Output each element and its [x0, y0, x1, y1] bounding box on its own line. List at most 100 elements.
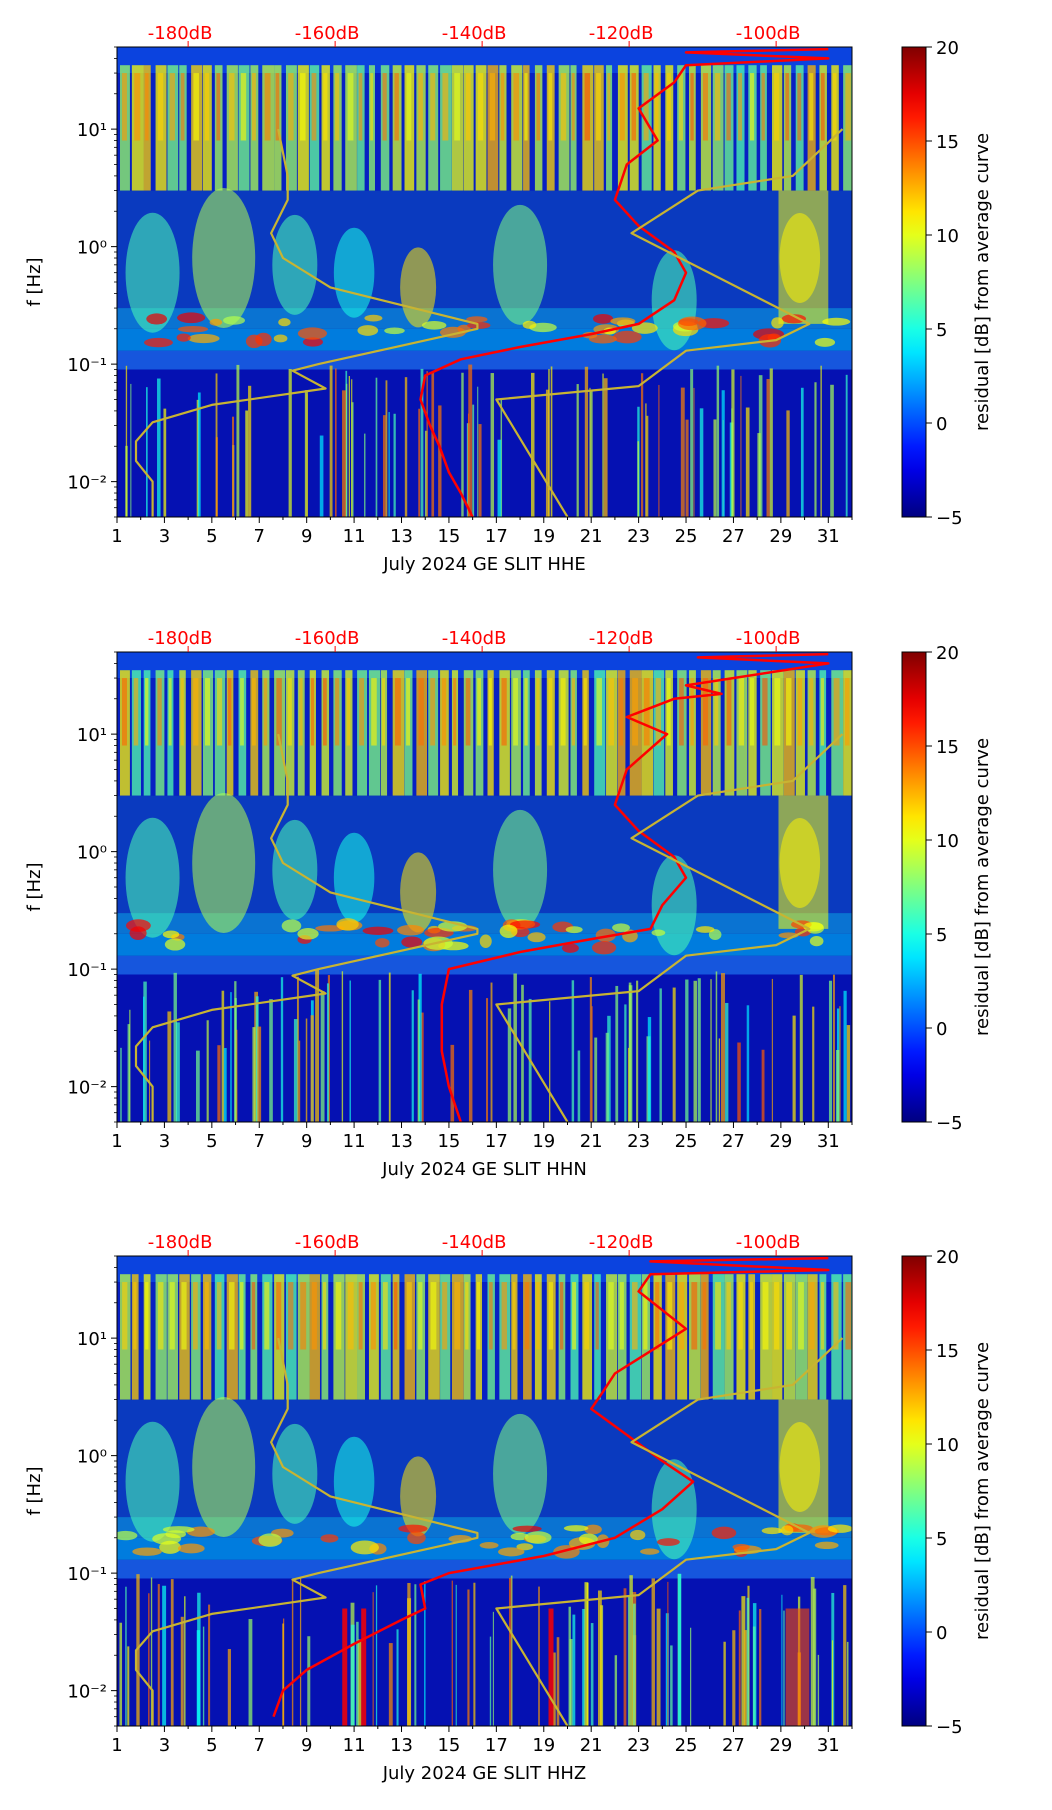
x-tick-label: 5 [206, 1735, 217, 1756]
x-tick-label: 31 [817, 1735, 840, 1756]
x-tick-label: 31 [817, 526, 840, 547]
x-tick-label: 13 [390, 1735, 413, 1756]
top-db-label: -120dB [589, 1232, 654, 1253]
colorbar-tick-label: 10 [936, 226, 959, 247]
top-db-label: -100dB [736, 23, 801, 44]
x-tick-label: 7 [254, 526, 265, 547]
noise-model-curve-2 [495, 1337, 844, 1726]
x-tick-label: 21 [580, 1735, 603, 1756]
x-tick-label: 27 [722, 1735, 745, 1756]
x-tick-label: 7 [254, 1131, 265, 1152]
x-tick-label: 5 [206, 1131, 217, 1152]
x-tick-label: 3 [159, 1131, 170, 1152]
colorbar-tick-label: 0 [936, 1623, 947, 1644]
colorbar-label: residual [dB] from average curve [972, 738, 993, 1036]
colorbar: 20 15 10 5 0 −5 residual [dB] from average cur… [901, 38, 993, 529]
colorbar-tick-label: −5 [936, 1717, 963, 1738]
y-tick-label: 10⁻² [67, 473, 107, 494]
top-db-label: -120dB [589, 23, 654, 44]
x-tick-label: 19 [532, 1131, 555, 1152]
y-tick-label: 10⁻¹ [67, 355, 107, 376]
colorbar-tick-label: 20 [936, 643, 959, 664]
y-tick-label: 10¹ [77, 1329, 107, 1350]
colorbar-tick-label: 10 [936, 831, 959, 852]
top-db-axis: -180dB -160dB -140dB -120dB -100dB [148, 628, 801, 652]
x-tick-label: 11 [343, 1735, 366, 1756]
spectrogram-image [117, 652, 852, 1122]
psd-curve [419, 47, 830, 517]
x-tick-label: 9 [301, 526, 312, 547]
colorbar-tick-label: 15 [936, 1341, 959, 1362]
x-tick-label: 19 [532, 1735, 555, 1756]
noise-model-curve-1 [134, 733, 479, 1122]
spectrogram-image [117, 47, 852, 517]
x-tick-label: 15 [437, 1131, 460, 1152]
x-tick-label: 15 [437, 1735, 460, 1756]
x-tick-label: 25 [675, 1131, 698, 1152]
colorbar-tick-label: 20 [936, 1247, 959, 1268]
colorbar-tick-label: 10 [936, 1435, 959, 1456]
colorbar-tick-label: 15 [936, 132, 959, 153]
colorbar-tick-label: 20 [936, 38, 959, 59]
top-db-label: -100dB [736, 628, 801, 649]
noise-model-curve-1 [134, 128, 479, 517]
x-tick-label: 17 [485, 1735, 508, 1756]
x-axis-label: July 2024 GE SLIT HHZ [382, 1763, 587, 1784]
y-tick-label: 10¹ [77, 725, 107, 746]
x-tick-label: 1 [111, 1131, 122, 1152]
x-tick-label: 9 [301, 1131, 312, 1152]
x-axis: 1 3 5 7 9 11 13 15 17 19 21 23 25 27 29 31 [111, 1122, 853, 1152]
x-tick-label: 31 [817, 1131, 840, 1152]
colorbar-tick-label: 0 [936, 1019, 947, 1040]
top-db-label: -100dB [736, 1232, 801, 1253]
noise-model-curve-2 [495, 128, 844, 517]
colorbar-tick-label: 5 [936, 1529, 947, 1550]
x-tick-label: 25 [675, 1735, 698, 1756]
x-tick-label: 29 [769, 1131, 792, 1152]
x-tick-label: 17 [485, 526, 508, 547]
x-tick-label: 11 [343, 526, 366, 547]
top-db-axis: -180dB -160dB -140dB -120dB -100dB [148, 1232, 801, 1256]
x-tick-label: 13 [390, 1131, 413, 1152]
x-axis: 1 3 5 7 9 11 13 15 17 19 21 23 25 27 29 31 [111, 1726, 853, 1756]
x-tick-label: 1 [111, 1735, 122, 1756]
psd-curve [440, 652, 830, 1122]
x-axis-label: July 2024 GE SLIT HHN [381, 1159, 587, 1180]
y-axis: 10⁻² 10⁻¹ 10⁰ 10¹ [67, 1255, 117, 1727]
top-db-label: -140dB [442, 23, 507, 44]
y-axis: 10⁻² 10⁻¹ 10⁰ 10¹ [67, 651, 117, 1123]
x-tick-label: 3 [159, 526, 170, 547]
x-tick-label: 25 [675, 526, 698, 547]
x-tick-label: 1 [111, 526, 122, 547]
top-db-label: -140dB [442, 1232, 507, 1253]
x-tick-label: 7 [254, 1735, 265, 1756]
top-db-label: -180dB [148, 23, 213, 44]
psd-curve [272, 1256, 830, 1718]
y-tick-label: 10⁻² [67, 1682, 107, 1703]
colorbar-tick-label: 0 [936, 414, 947, 435]
colorbar-tick-label: −5 [936, 1113, 963, 1134]
top-db-label: -120dB [589, 628, 654, 649]
colorbar-label: residual [dB] from average curve [972, 133, 993, 431]
y-tick-label: 10¹ [77, 120, 107, 141]
y-tick-label: 10⁻¹ [67, 960, 107, 981]
y-tick-label: 10⁻² [67, 1078, 107, 1099]
x-tick-label: 23 [627, 1131, 650, 1152]
noise-model-curve-2 [495, 733, 844, 1122]
x-axis-label: July 2024 GE SLIT HHE [382, 554, 586, 575]
y-axis-label: f [Hz] [24, 257, 45, 306]
top-db-label: -160dB [295, 628, 360, 649]
x-tick-label: 11 [343, 1131, 366, 1152]
top-db-label: -140dB [442, 628, 507, 649]
x-tick-label: 29 [769, 1735, 792, 1756]
x-tick-label: 17 [485, 1131, 508, 1152]
top-db-label: -180dB [148, 628, 213, 649]
x-axis: 1 3 5 7 9 11 13 15 17 19 21 23 25 27 29 31 [111, 517, 853, 547]
x-tick-label: 5 [206, 526, 217, 547]
colorbar-tick-label: −5 [936, 508, 963, 529]
